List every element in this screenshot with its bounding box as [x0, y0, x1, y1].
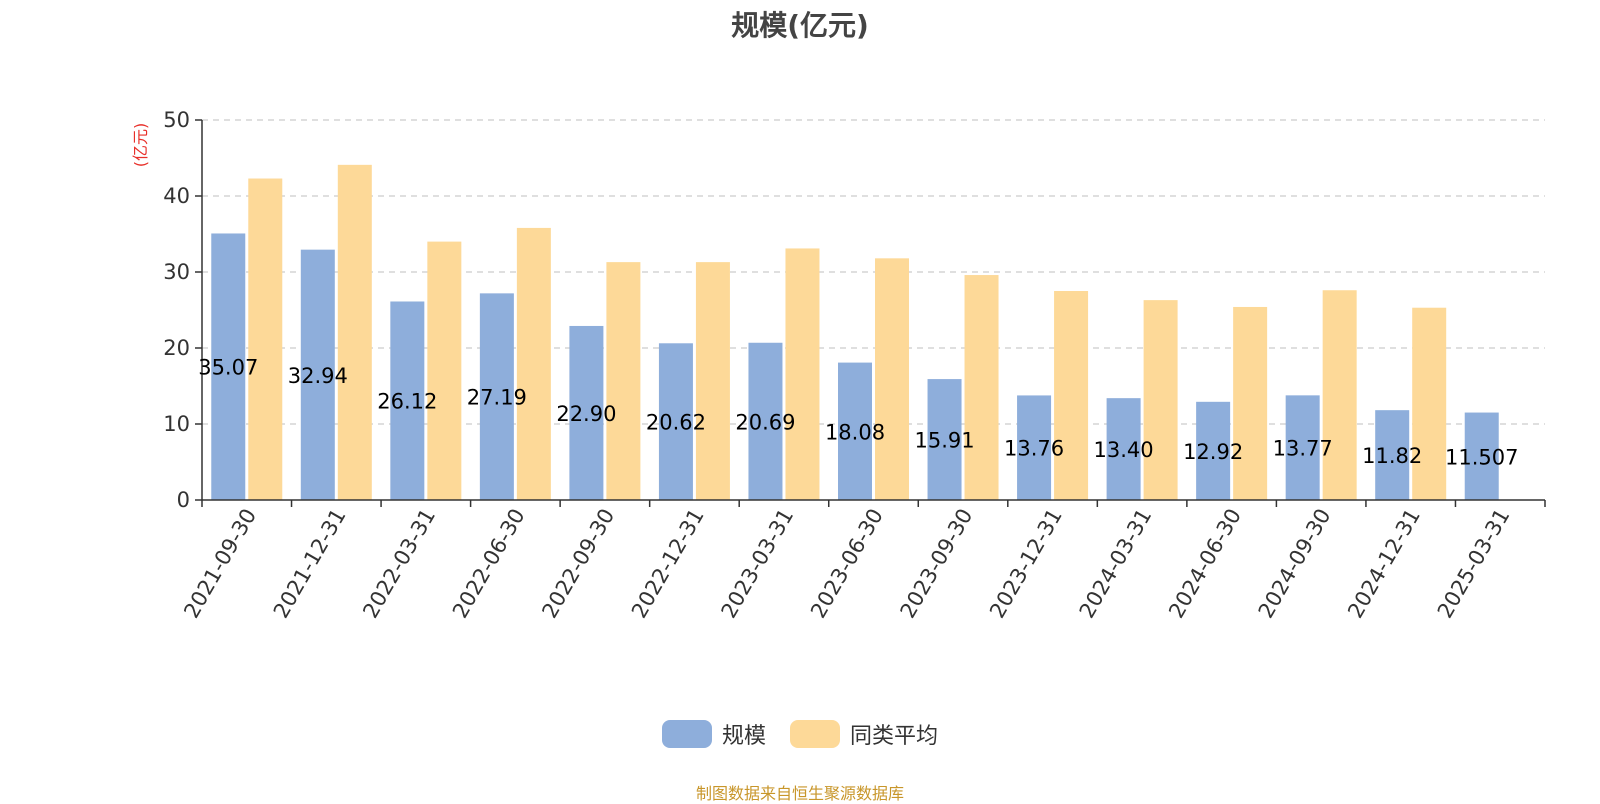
bar-peer-average[interactable]: [427, 241, 462, 500]
bar-scale[interactable]: [1464, 412, 1499, 500]
x-tick-label: 2024-12-31: [1343, 505, 1425, 623]
bar-peer-average[interactable]: [785, 248, 820, 500]
x-tick-label: 2024-03-31: [1075, 505, 1157, 623]
y-axis-label: (亿元): [131, 123, 150, 168]
grid-lines: [202, 119, 1545, 425]
bar-scale[interactable]: [1285, 395, 1320, 500]
bar-scale[interactable]: [1106, 398, 1141, 500]
data-label-scale: 18.08: [825, 420, 885, 444]
x-tick-label: 2022-06-30: [448, 505, 530, 623]
data-label-scale: 20.69: [735, 410, 795, 434]
bar-peer-average[interactable]: [606, 262, 641, 500]
bar-scale[interactable]: [1375, 410, 1410, 500]
chart-title: 规模(亿元): [731, 9, 869, 42]
legend-item-scale[interactable]: 规模: [661, 718, 766, 750]
data-label-scale: 11.507: [1445, 445, 1518, 469]
legend-label-peer-average: 同类平均: [850, 724, 939, 749]
bar-scale[interactable]: [390, 301, 425, 500]
x-tick-label: 2021-12-31: [269, 505, 351, 623]
x-tick-label: 2024-06-30: [1164, 505, 1246, 623]
y-tick-label: 50: [163, 108, 190, 132]
bar-scale[interactable]: [1017, 395, 1052, 500]
bar-scale[interactable]: [479, 293, 514, 500]
bar-peer-average[interactable]: [964, 275, 999, 500]
x-tick-label: 2023-03-31: [716, 505, 798, 623]
legend: 规模 同类平均: [0, 718, 1600, 750]
x-tick-label: 2024-09-30: [1254, 505, 1336, 623]
bar-scale[interactable]: [211, 233, 246, 500]
bar-peer-average[interactable]: [875, 258, 909, 500]
bar-scale[interactable]: [300, 249, 335, 500]
x-tick-label: 2022-12-31: [627, 505, 709, 623]
data-label-scale: 20.62: [646, 411, 706, 435]
legend-label-scale: 规模: [721, 724, 766, 749]
data-label-scale: 26.12: [377, 390, 437, 414]
bar-scale[interactable]: [569, 325, 604, 500]
y-tick-label: 40: [163, 184, 190, 208]
bar-chart: 0 10 20 30 40 50 2021-09-30 2021-12-31 2022-03-3…: [131, 108, 1546, 623]
x-tick-label: 2025-03-31: [1433, 505, 1515, 623]
data-label-scale: 27.19: [467, 386, 527, 410]
x-tick-label: 2022-03-31: [358, 505, 440, 623]
bar-peer-average[interactable]: [1054, 291, 1089, 500]
data-label-scale: 32.94: [288, 364, 348, 388]
y-tick-label: 0: [177, 488, 190, 512]
data-label-scale: 13.40: [1094, 438, 1154, 462]
data-labels: 35.07 32.94 26.12 27.19 22.90 20.62 20.69 18.08…: [198, 356, 1518, 470]
bar-scale[interactable]: [658, 343, 693, 500]
bar-peer-average[interactable]: [1233, 306, 1268, 500]
legend-swatch-peer-average: [790, 720, 840, 748]
y-tick-label: 10: [163, 412, 190, 436]
bar-peer-average[interactable]: [695, 262, 730, 500]
bar-peer-average[interactable]: [248, 178, 283, 500]
bar-peer-average[interactable]: [1322, 290, 1357, 500]
bar-peer-average[interactable]: [1143, 300, 1178, 500]
legend-item-peer-average[interactable]: 同类平均: [790, 718, 938, 750]
x-tick-label: 2023-06-30: [806, 505, 888, 623]
bar-scale[interactable]: [838, 362, 872, 500]
bar-scale[interactable]: [1196, 401, 1231, 500]
legend-swatch-scale: [661, 720, 712, 748]
data-label-scale: 15.91: [914, 429, 974, 453]
x-tick-label: 2021-09-30: [179, 505, 261, 623]
data-label-scale: 13.77: [1273, 437, 1333, 461]
x-tick-label: 2023-09-30: [896, 505, 978, 623]
data-label-scale: 22.90: [556, 402, 616, 426]
data-label-scale: 13.76: [1004, 437, 1064, 461]
data-label-scale: 11.82: [1362, 444, 1422, 468]
source-note: 制图数据来自恒生聚源数据库: [695, 784, 904, 803]
y-tick-label: 30: [163, 260, 190, 284]
x-tick-label: 2022-09-30: [537, 505, 619, 623]
bars: [211, 164, 1499, 501]
bar-peer-average[interactable]: [516, 227, 551, 501]
bar-peer-average[interactable]: [337, 164, 372, 500]
bar-scale[interactable]: [927, 379, 962, 500]
data-label-scale: 35.07: [198, 356, 258, 380]
x-tick-label: 2023-12-31: [985, 505, 1067, 623]
bar-peer-average[interactable]: [1412, 307, 1447, 500]
y-tick-label: 20: [163, 336, 190, 360]
data-label-scale: 12.92: [1183, 440, 1243, 464]
bar-scale[interactable]: [748, 342, 783, 500]
